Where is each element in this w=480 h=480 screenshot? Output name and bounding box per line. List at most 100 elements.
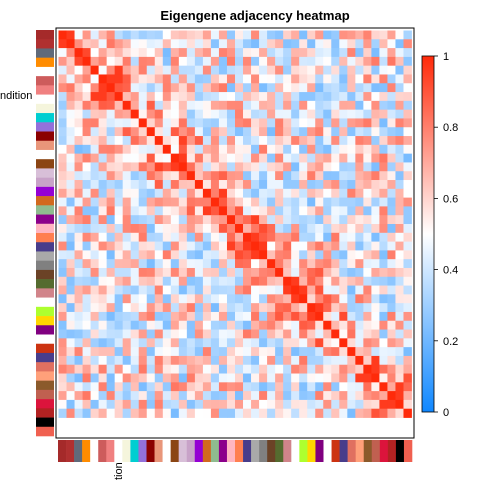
- heatmap-cell: [355, 303, 364, 313]
- heatmap-cell: [395, 373, 404, 383]
- heatmap-cell: [58, 118, 67, 128]
- heatmap-cell: [154, 206, 164, 216]
- heatmap-cell: [315, 92, 324, 102]
- heatmap-cell: [339, 136, 348, 146]
- heatmap-cell: [363, 65, 372, 75]
- heatmap-cell: [275, 241, 284, 251]
- heatmap-cell: [251, 39, 260, 49]
- heatmap-cell: [226, 83, 236, 93]
- heatmap-cell: [226, 382, 236, 392]
- heatmap-cell: [90, 144, 100, 155]
- heatmap-cell: [395, 100, 404, 111]
- heatmap-cell: [275, 355, 284, 366]
- heatmap-cell: [66, 56, 75, 67]
- heatmap-cell: [154, 329, 164, 339]
- heatmap-cell: [403, 56, 412, 67]
- heatmap-cell: [122, 329, 132, 339]
- heatmap-cell: [403, 391, 412, 401]
- heatmap-cell: [339, 294, 348, 304]
- heatmap-cell: [267, 92, 276, 102]
- heatmap-cell: [218, 303, 228, 313]
- heatmap-cell: [146, 92, 156, 102]
- heatmap-cell: [154, 39, 164, 49]
- heatmap-cell: [154, 399, 164, 410]
- heatmap-cell: [299, 241, 308, 251]
- heatmap-cell: [66, 136, 75, 146]
- heatmap-cell: [347, 74, 356, 84]
- heatmap-cell: [331, 127, 340, 137]
- heatmap-cell: [194, 355, 204, 366]
- heatmap-cell: [154, 65, 164, 75]
- heatmap-cell: [162, 276, 172, 286]
- heatmap-cell: [347, 188, 356, 199]
- heatmap-cell: [82, 267, 91, 278]
- heatmap-cell: [106, 118, 116, 128]
- heatmap-cell: [243, 74, 252, 84]
- heatmap-cell: [323, 373, 332, 383]
- heatmap-cell: [275, 224, 284, 234]
- heatmap-cell: [363, 30, 372, 40]
- heatmap-cell: [170, 391, 180, 401]
- heatmap-cell: [186, 267, 196, 278]
- heatmap-cell: [218, 355, 228, 366]
- heatmap-cell: [379, 241, 388, 251]
- heatmap-cell: [170, 267, 180, 278]
- heatmap-cell: [403, 180, 412, 190]
- heatmap-cell: [291, 320, 300, 330]
- heatmap-cell: [299, 171, 308, 181]
- heatmap-cell: [363, 303, 372, 313]
- heatmap-cell: [170, 259, 180, 269]
- heatmap-cell: [307, 188, 316, 199]
- heatmap-cell: [186, 100, 196, 111]
- heatmap-cell: [202, 74, 212, 84]
- heatmap-cell: [82, 364, 91, 374]
- heatmap-cell: [186, 347, 196, 357]
- heatmap-cell: [170, 180, 180, 190]
- heatmap-cell: [162, 232, 172, 242]
- heatmap-cell: [74, 92, 83, 102]
- heatmap-cell: [371, 206, 380, 216]
- heatmap-cell: [323, 65, 332, 75]
- heatmap-cell: [275, 232, 284, 242]
- heatmap-cell: [259, 347, 268, 357]
- heatmap-cell: [283, 215, 292, 225]
- heatmap-cell: [315, 197, 324, 207]
- heatmap-cell: [114, 364, 124, 374]
- heatmap-cell: [363, 311, 372, 322]
- heatmap-cell: [379, 276, 388, 286]
- heatmap-cell: [307, 65, 316, 75]
- heatmap-cell: [106, 30, 116, 40]
- heatmap-cell: [218, 83, 228, 93]
- heatmap-cell: [170, 408, 180, 418]
- heatmap-cell: [98, 224, 108, 234]
- row-module-color: [36, 334, 54, 345]
- heatmap-cell: [122, 347, 132, 357]
- heatmap-cell: [315, 188, 324, 199]
- heatmap-cell: [363, 285, 372, 295]
- heatmap-cell: [379, 74, 388, 84]
- heatmap-cell: [226, 153, 236, 163]
- heatmap-cell: [138, 329, 148, 339]
- heatmap-cell: [226, 188, 236, 199]
- heatmap-cell: [323, 206, 332, 216]
- heatmap-cell: [58, 241, 67, 251]
- heatmap-cell: [202, 206, 212, 216]
- heatmap-cell: [90, 347, 100, 357]
- heatmap-cell: [138, 48, 148, 58]
- heatmap-cell: [170, 144, 180, 155]
- row-module-color: [36, 362, 54, 372]
- heatmap-cell: [130, 267, 140, 278]
- heatmap-cell: [210, 355, 220, 366]
- heatmap-cell: [82, 399, 91, 410]
- heatmap-cell: [122, 118, 132, 128]
- heatmap-cell: [98, 162, 108, 172]
- column-module-color: [130, 440, 139, 462]
- column-module-color: [355, 440, 365, 462]
- heatmap-cell: [106, 267, 116, 278]
- heatmap-cell: [130, 83, 140, 93]
- heatmap-cell: [58, 267, 67, 278]
- heatmap-cell: [130, 320, 140, 330]
- heatmap-cell: [146, 171, 156, 181]
- heatmap-cell: [259, 56, 268, 67]
- column-module-color: [323, 440, 332, 462]
